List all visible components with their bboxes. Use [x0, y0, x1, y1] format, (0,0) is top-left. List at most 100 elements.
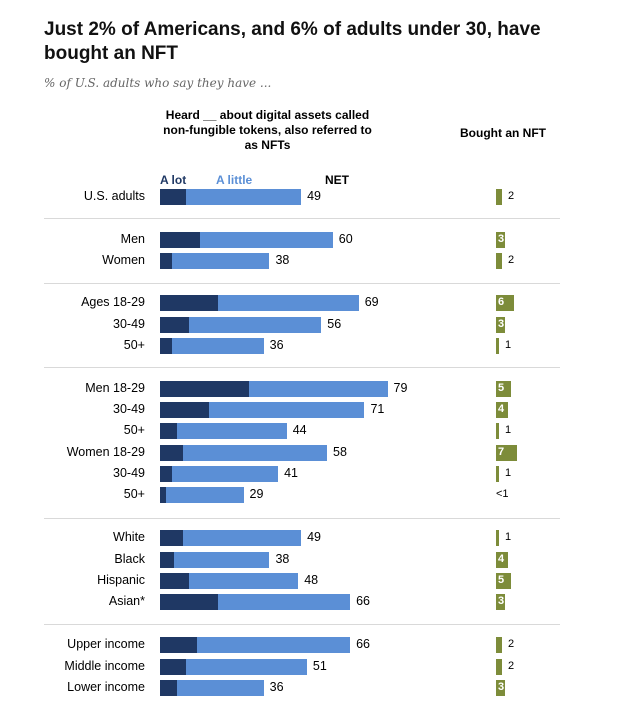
bar-a-little — [188, 573, 299, 589]
row-label: 50+ — [123, 338, 145, 352]
bar-a-little — [177, 680, 264, 696]
net-value-label: 49 — [307, 530, 322, 544]
chart-subtitle: % of U.S. adults who say they have ... — [44, 76, 272, 90]
bar-a-little — [200, 232, 333, 248]
bought-nft-label: 1 — [505, 467, 512, 479]
bar-a-lot — [160, 466, 172, 482]
bought-nft-label: 2 — [508, 638, 515, 650]
net-value-label: 48 — [304, 573, 319, 587]
net-value-label: 38 — [275, 253, 290, 267]
row-label: Upper income — [67, 637, 145, 651]
bar-a-little — [185, 189, 302, 205]
bar-a-lot — [160, 637, 198, 653]
bought-nft-label: 1 — [505, 339, 512, 351]
bar-a-lot — [160, 594, 218, 610]
bar-a-lot — [160, 487, 166, 503]
row-label: Men 18-29 — [85, 381, 145, 395]
legend-a-little: A little — [216, 173, 253, 187]
bought-nft-label: 3 — [498, 681, 505, 693]
net-value-label: 66 — [356, 637, 370, 651]
bought-nft-bar — [496, 573, 511, 589]
row-label: Ages 18-29 — [81, 295, 145, 309]
net-value-label: 56 — [327, 317, 342, 331]
bought-nft-label: 3 — [498, 595, 505, 607]
bar-a-lot — [160, 680, 178, 696]
bar-a-lot — [160, 402, 209, 418]
bar-a-lot — [160, 530, 184, 546]
net-value-label: 66 — [356, 594, 370, 608]
group-divider — [44, 518, 560, 519]
bought-nft-bar — [496, 659, 502, 675]
bought-nft-label: 6 — [498, 296, 505, 308]
bought-nft-label: 1 — [505, 531, 512, 543]
row-label: 50+ — [123, 423, 145, 437]
bar-a-little — [208, 402, 365, 418]
group-divider — [44, 283, 560, 284]
net-value-label: 29 — [249, 487, 264, 501]
net-value-label: 51 — [312, 659, 327, 673]
row-label: 50+ — [123, 487, 145, 501]
bought-nft-label: 4 — [498, 403, 505, 415]
bought-column-header: Bought an NFT — [460, 126, 546, 140]
bought-nft-label: 2 — [508, 660, 515, 672]
bought-nft-bar — [496, 295, 514, 311]
bar-a-lot — [160, 338, 172, 354]
row-label: Hispanic — [97, 573, 145, 587]
bought-nft-bar — [496, 680, 505, 696]
bought-nft-label: 1 — [505, 424, 512, 436]
bought-nft-bar — [496, 189, 502, 205]
net-value-label: 60 — [338, 232, 353, 246]
heard-column-header: Heard __ about digital assets called non… — [163, 108, 372, 152]
bar-a-lot — [160, 232, 201, 248]
group-divider — [44, 218, 560, 219]
bought-nft-label: 2 — [508, 190, 515, 202]
bar-a-little — [188, 317, 322, 333]
bar-a-little — [183, 445, 328, 461]
row-label: 30-49 — [113, 317, 145, 331]
net-value-label: 58 — [333, 445, 347, 459]
net-value-label: 71 — [370, 402, 385, 416]
bar-a-lot — [160, 295, 218, 311]
row-label: Men — [120, 232, 145, 246]
bought-nft-bar — [496, 232, 505, 248]
net-value-label: 69 — [364, 295, 379, 309]
net-value-label: 36 — [269, 680, 284, 694]
net-value-label: 36 — [269, 338, 284, 352]
row-label: Middle income — [64, 659, 145, 673]
bar-a-little — [217, 295, 359, 311]
bar-a-lot — [160, 423, 178, 439]
bar-a-little — [174, 552, 270, 568]
row-label: White — [113, 530, 145, 544]
bought-nft-label: 3 — [498, 318, 505, 330]
bought-nft-bar — [496, 552, 508, 568]
bought-nft-bar — [496, 530, 499, 546]
bar-a-lot — [160, 445, 184, 461]
bought-nft-bar — [496, 637, 502, 653]
legend-net: NET — [325, 173, 349, 187]
net-value-label: 79 — [393, 381, 408, 395]
bar-a-little — [177, 423, 287, 439]
bought-nft-label: 3 — [498, 233, 505, 245]
bar-a-lot — [160, 573, 189, 589]
bar-a-lot — [160, 552, 175, 568]
bought-nft-bar — [496, 594, 505, 610]
bar-a-little — [171, 338, 264, 354]
bought-nft-label: 5 — [498, 574, 505, 586]
bar-a-lot — [160, 189, 186, 205]
row-label: Black — [114, 552, 145, 566]
bar-a-lot — [160, 381, 250, 397]
bar-a-little — [183, 530, 302, 546]
chart-title: Just 2% of Americans, and 6% of adults u… — [44, 19, 541, 64]
net-value-label: 49 — [307, 189, 322, 203]
bought-nft-label: 7 — [498, 446, 505, 458]
bar-a-little — [171, 253, 270, 269]
bought-nft-label: <1 — [496, 488, 509, 500]
bought-nft-label: 5 — [498, 382, 505, 394]
bought-nft-bar — [496, 317, 505, 333]
row-label: Lower income — [67, 680, 145, 694]
row-label: Women 18-29 — [66, 445, 145, 459]
bar-a-lot — [160, 659, 186, 675]
bought-nft-bar — [496, 423, 499, 439]
row-label: U.S. adults — [83, 189, 145, 203]
row-label: 30-49 — [113, 466, 145, 480]
